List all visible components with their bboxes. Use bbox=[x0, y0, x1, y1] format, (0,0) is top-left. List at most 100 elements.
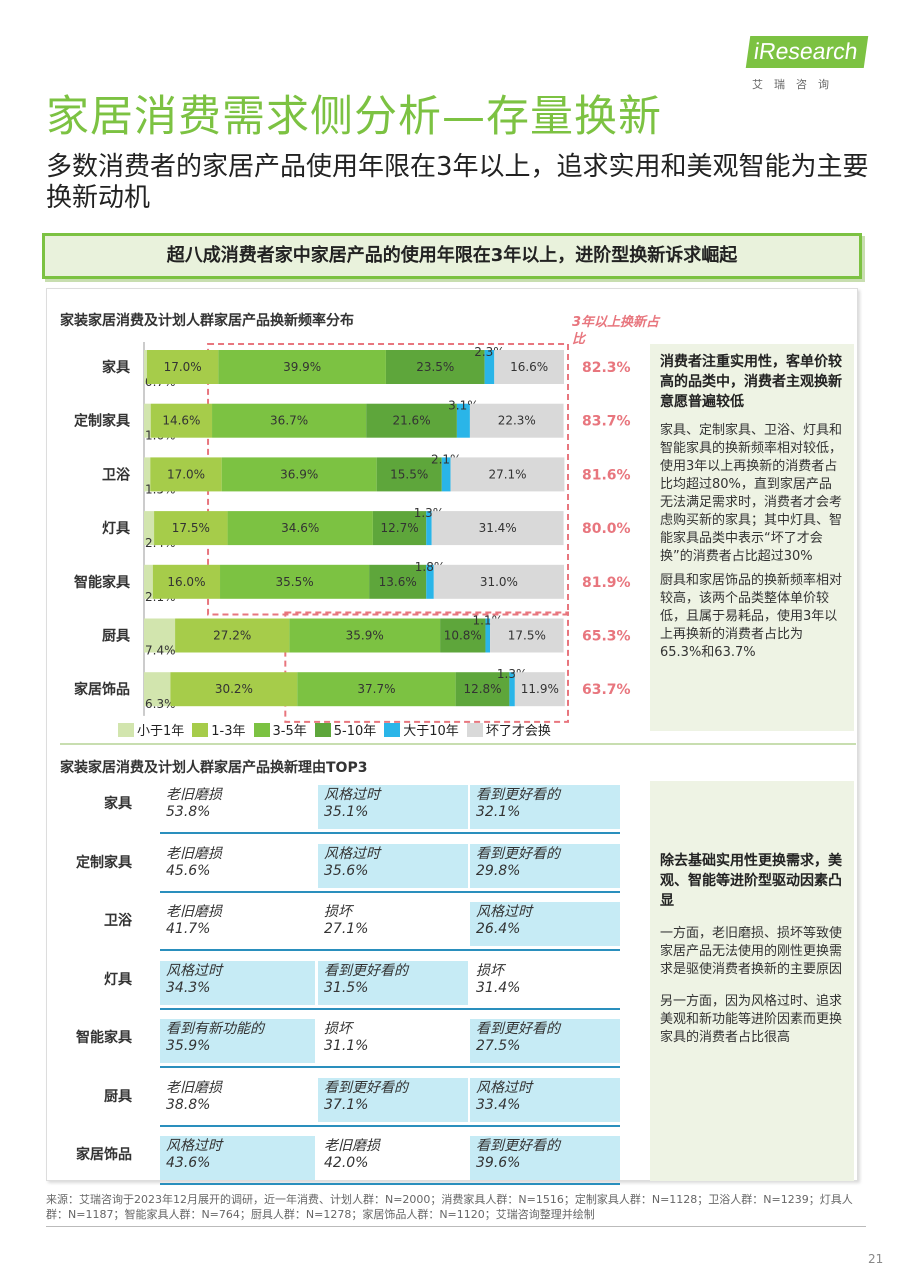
bar-segment bbox=[154, 511, 228, 546]
reason-value: 35.1% bbox=[324, 804, 369, 820]
row-divider bbox=[160, 1066, 620, 1068]
reason-text: 看到更好看的 bbox=[476, 1138, 560, 1154]
legend-item: 大于10年 bbox=[384, 720, 459, 739]
row-label: 卫浴 bbox=[104, 913, 132, 929]
reason-text: 风格过时 bbox=[166, 1138, 222, 1154]
brand-logo: iResearch 艾瑞咨询 bbox=[745, 36, 868, 96]
data-label: 34.6% bbox=[281, 521, 319, 535]
reason-text: 老旧磨损 bbox=[166, 845, 222, 862]
bar-segment bbox=[144, 618, 176, 653]
data-label: 10.8% bbox=[444, 629, 482, 643]
reason-value: 31.4% bbox=[476, 979, 521, 996]
reasons-title: 家装家居消费及计划人群家居产品换新理由TOP3 bbox=[60, 760, 368, 776]
bar-segment bbox=[426, 511, 432, 546]
reason-cell: 损坏 31.4% bbox=[470, 960, 620, 1005]
bar-segment bbox=[494, 350, 564, 384]
bar-segment bbox=[490, 618, 564, 653]
reason-cell: 风格过时 35.1% bbox=[318, 785, 468, 829]
reason-text: 看到更好看的 bbox=[476, 1021, 560, 1037]
legend-item: 3-5年 bbox=[253, 720, 307, 739]
reason-cell: 风格过时 26.4% bbox=[470, 902, 620, 946]
bar-segment bbox=[175, 618, 290, 653]
data-label: 17.0% bbox=[167, 467, 205, 481]
table-row: 家居饰品 风格过时 43.6% 老旧磨损 42.0% 看到更好看的 39.6% bbox=[60, 1136, 620, 1195]
data-label: 31.0% bbox=[480, 575, 518, 589]
data-label: 12.8% bbox=[463, 682, 501, 696]
row-divider bbox=[160, 1183, 620, 1185]
insight-paragraph: 另一方面，因为风格过时、追求美观和新功能等进阶因素而更换家具的消费者占比很高 bbox=[660, 994, 843, 1045]
reason-text: 老旧磨损 bbox=[166, 787, 222, 803]
reason-text: 看到更好看的 bbox=[476, 787, 560, 803]
reason-cell: 看到更好看的 32.1% bbox=[470, 785, 620, 829]
data-label: 16.6% bbox=[510, 360, 548, 374]
reason-text: 看到有新功能的 bbox=[166, 1021, 264, 1037]
reason-text: 损坏 bbox=[476, 962, 504, 979]
bar-segment bbox=[426, 564, 434, 599]
data-label: 30.2% bbox=[215, 682, 253, 696]
reason-text: 老旧磨损 bbox=[166, 904, 222, 920]
bar-segment bbox=[441, 457, 451, 492]
reason-value: 41.7% bbox=[166, 921, 211, 937]
reason-text: 风格过时 bbox=[166, 962, 222, 979]
reason-cell: 风格过时 35.6% bbox=[318, 843, 468, 888]
chart-legend: 小于1年 1-3年 3-5年 5-10年 大于10年 坏了才会换 bbox=[118, 720, 559, 739]
reason-cell: 看到更好看的 37.1% bbox=[318, 1077, 468, 1122]
data-label: 21.6% bbox=[392, 414, 430, 428]
reason-cell: 看到更好看的 29.8% bbox=[470, 843, 620, 888]
row-divider bbox=[160, 949, 620, 951]
reason-text: 看到更好看的 bbox=[476, 845, 560, 862]
bar-segment bbox=[144, 403, 151, 438]
callout-value: 81.9% bbox=[582, 575, 631, 591]
bar-segment bbox=[150, 457, 222, 492]
callout-value: 80.0% bbox=[582, 521, 631, 537]
legend-swatch bbox=[118, 722, 134, 737]
reason-cell: 风格过时 34.3% bbox=[160, 960, 315, 1005]
data-label: 22.3% bbox=[498, 414, 536, 428]
insight-paragraph: 家具、定制家具、卫浴、灯具和智能家具的换新频率相对较低，使用3年以上再换新的消费… bbox=[660, 423, 843, 564]
row-label: 智能家具 bbox=[76, 1030, 132, 1046]
legend-item: 小于1年 bbox=[118, 720, 184, 739]
insight-box-frequency: 消费者注重实用性，客单价较高的品类中，消费者主观换新意愿普遍较低 家具、定制家具… bbox=[650, 344, 854, 731]
table-row: 智能家具 看到有新功能的 35.9% 损坏 31.1% 看到更好看的 27.5% bbox=[60, 1019, 620, 1078]
reason-value: 53.8% bbox=[166, 804, 211, 820]
bar-segment bbox=[372, 511, 427, 546]
bar-segment bbox=[514, 672, 565, 707]
stacked-bar-chart: 家具0.7%17.0%39.9%23.5%2.3%16.6%82.3%定制家具1… bbox=[73, 342, 631, 723]
data-label: 14.6% bbox=[162, 414, 200, 428]
bar-segment bbox=[144, 564, 153, 599]
row-label: 家居饰品 bbox=[76, 1147, 132, 1163]
legend-label: 大于10年 bbox=[403, 724, 459, 739]
reason-text: 老旧磨损 bbox=[324, 1138, 380, 1154]
bar-segment bbox=[469, 403, 564, 438]
data-label: 15.5% bbox=[390, 467, 428, 481]
insight-heading: 消费者注重实用性，客单价较高的品类中，消费者主观换新意愿普遍较低 bbox=[660, 354, 842, 410]
category-label: 智能家具 bbox=[73, 574, 130, 591]
bar-segment bbox=[221, 457, 377, 492]
reason-value: 37.1% bbox=[324, 1096, 369, 1113]
reason-cell: 看到更好看的 27.5% bbox=[470, 1019, 620, 1063]
reason-value: 33.4% bbox=[476, 1096, 521, 1113]
data-label: 6.3% bbox=[145, 697, 176, 711]
insight-box-reasons: 除去基础实用性更换需求，美观、智能等进阶型驱动因素凸显 一方面，老旧磨损、损坏等… bbox=[650, 781, 854, 1181]
table-row: 卫浴 老旧磨损 41.7% 损坏 27.1% 风格过时 26.4% bbox=[60, 902, 620, 961]
row-divider bbox=[160, 1007, 620, 1010]
table-row: 厨具 老旧磨损 38.8% 看到更好看的 37.1% 风格过时 33.4% bbox=[60, 1077, 620, 1137]
bar-segment bbox=[431, 511, 564, 546]
reason-text: 老旧磨损 bbox=[166, 1079, 222, 1096]
row-label: 厨具 bbox=[104, 1088, 132, 1105]
legend-swatch bbox=[466, 722, 483, 737]
category-label: 卫浴 bbox=[102, 466, 131, 483]
row-label: 家具 bbox=[104, 796, 132, 812]
data-label: 37.7% bbox=[357, 682, 395, 696]
logo-subtitle: 艾瑞咨询 bbox=[752, 78, 840, 91]
data-label: 27.1% bbox=[488, 467, 526, 481]
legend-label: 1-3年 bbox=[211, 724, 246, 739]
data-label: 23.5% bbox=[416, 360, 454, 374]
bar-segment bbox=[376, 457, 442, 492]
bar-segment bbox=[144, 511, 155, 546]
reason-text: 看到更好看的 bbox=[324, 962, 408, 979]
callout-value: 65.3% bbox=[582, 629, 631, 645]
bar-segment bbox=[485, 618, 491, 653]
content-panel bbox=[46, 288, 858, 1181]
data-label: 27.2% bbox=[213, 629, 251, 643]
